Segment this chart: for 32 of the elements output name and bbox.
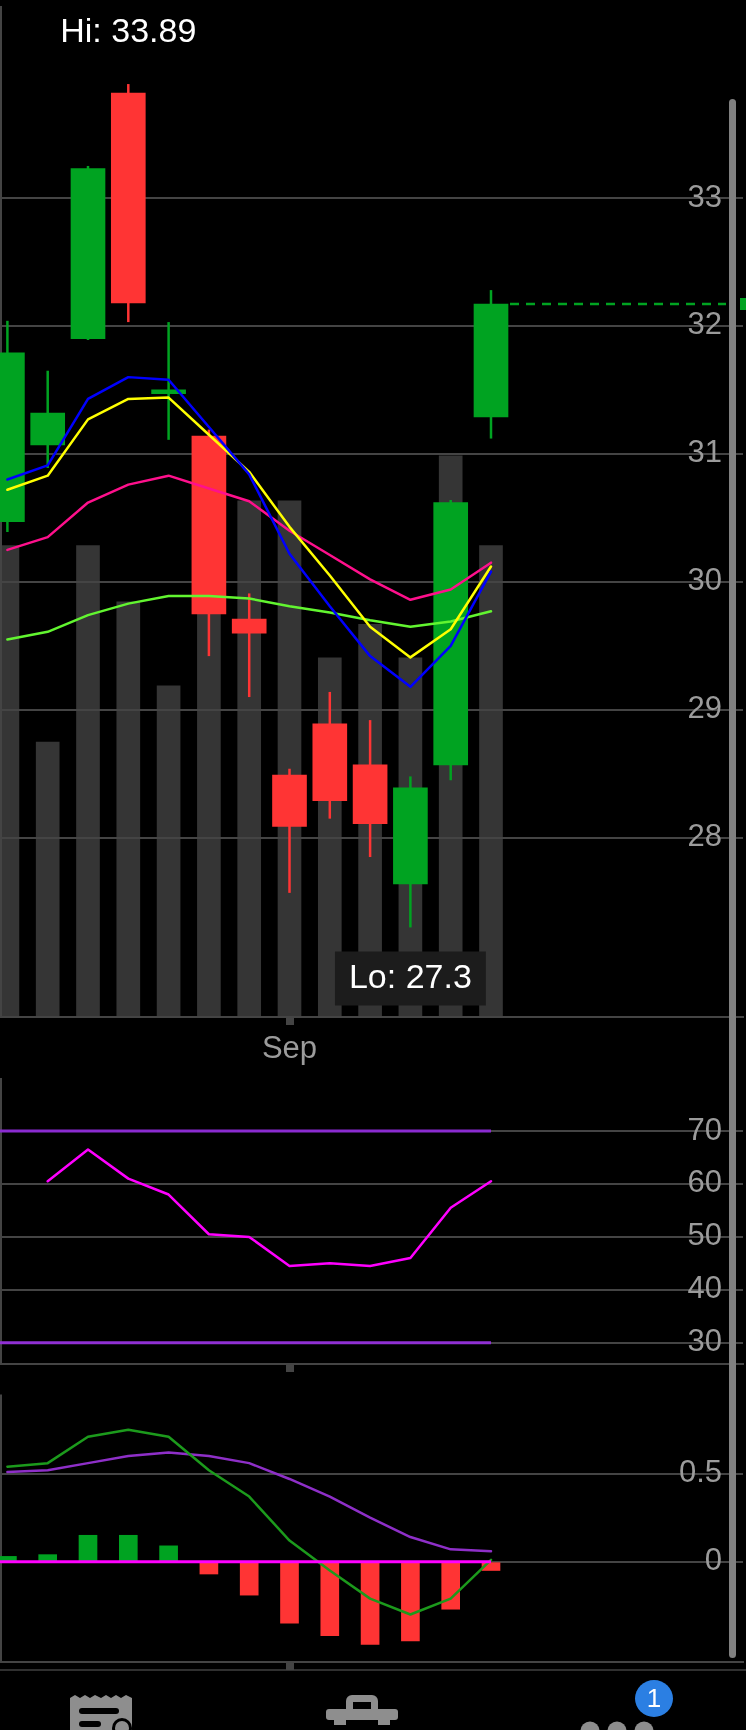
bar (35, 741, 60, 1017)
bar (78, 1534, 98, 1562)
bar (479, 545, 503, 1017)
bar (280, 1562, 299, 1624)
y-tick-label: 0 (704, 1542, 722, 1578)
bar (239, 1562, 259, 1596)
y-tick-label: 29 (687, 690, 722, 726)
bar (441, 1562, 461, 1610)
bar (159, 1545, 178, 1562)
bar (116, 601, 141, 1017)
bar (360, 1562, 380, 1645)
annotation: Hi: 33.89 (60, 11, 197, 50)
x-tick-label: Sep (261, 1030, 318, 1066)
bar (401, 1562, 420, 1642)
y-tick-label: 33 (687, 178, 722, 214)
annotation: Lo: 27.3 (348, 956, 472, 995)
bar (118, 1534, 138, 1562)
candlestick (231, 592, 267, 699)
bar (320, 1562, 340, 1636)
y-tick-label: 31 (687, 434, 722, 470)
y-tick-label: 40 (687, 1270, 722, 1306)
notification-badge: 1 (635, 1680, 673, 1717)
y-tick-label: 60 (687, 1164, 722, 1200)
y-tick-label: 32 (687, 306, 722, 342)
y-tick-label: 0.5 (678, 1454, 722, 1490)
y-tick-label: 70 (687, 1111, 722, 1147)
y-tick-label: 30 (687, 1323, 722, 1359)
bar (76, 545, 100, 1017)
bar (156, 685, 181, 1017)
y-tick-label: 28 (687, 818, 722, 854)
y-tick-label: 50 (687, 1217, 722, 1253)
y-tick-label: 30 (687, 562, 722, 598)
